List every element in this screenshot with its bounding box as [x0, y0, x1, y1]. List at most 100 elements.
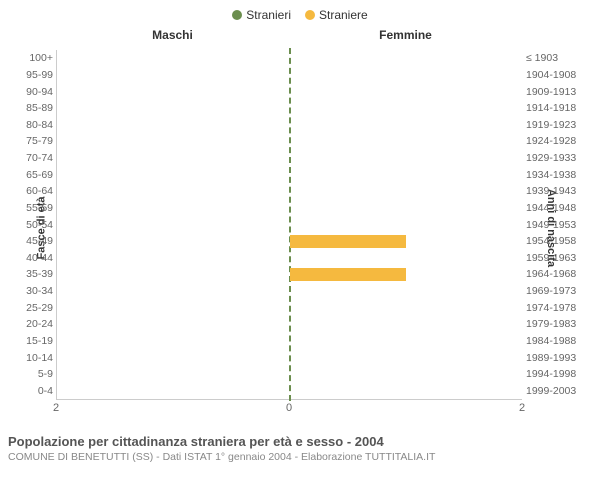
ytick-age: 0-4 [13, 385, 53, 397]
ytick-birth: 1919-1923 [526, 119, 588, 131]
ytick-age: 25-29 [13, 302, 53, 314]
female-half [290, 67, 523, 84]
male-half [57, 383, 290, 400]
ytick-birth: 1904-1908 [526, 69, 588, 81]
chart-row: 55-591944-1948 [57, 200, 522, 217]
female-half [290, 200, 523, 217]
ytick-age: 100+ [13, 52, 53, 64]
x-tick: 2 [519, 402, 525, 414]
chart-row: 95-991904-1908 [57, 67, 522, 84]
ytick-age: 95-99 [13, 69, 53, 81]
female-half [290, 183, 523, 200]
female-half [290, 50, 523, 67]
male-half [57, 349, 290, 366]
male-half [57, 216, 290, 233]
ytick-age: 40-44 [13, 252, 53, 264]
ytick-birth: 1989-1993 [526, 352, 588, 364]
chart-row: 25-291974-1978 [57, 299, 522, 316]
x-ticks: 202 [56, 402, 522, 416]
ytick-birth: 1939-1943 [526, 185, 588, 197]
female-half [290, 366, 523, 383]
chart-rows: 100+≤ 190395-991904-190890-941909-191385… [57, 50, 522, 399]
pyramid-chart: Maschi Femmine Fasce di età Anni di nasc… [8, 28, 592, 428]
chart-row: 100+≤ 1903 [57, 50, 522, 67]
female-bar [290, 235, 406, 248]
male-half [57, 299, 290, 316]
chart-row: 75-791924-1928 [57, 133, 522, 150]
male-half [57, 100, 290, 117]
ytick-age: 45-49 [13, 235, 53, 247]
pane-title-left: Maschi [56, 28, 289, 42]
female-half [290, 233, 523, 250]
ytick-age: 60-64 [13, 185, 53, 197]
ytick-age: 90-94 [13, 86, 53, 98]
male-half [57, 133, 290, 150]
ytick-age: 55-59 [13, 202, 53, 214]
female-half [290, 333, 523, 350]
chart-row: 35-391964-1968 [57, 266, 522, 283]
ytick-birth: 1984-1988 [526, 335, 588, 347]
female-half [290, 266, 523, 283]
chart-row: 80-841919-1923 [57, 117, 522, 134]
chart-row: 85-891914-1918 [57, 100, 522, 117]
ytick-age: 70-74 [13, 152, 53, 164]
chart-row: 40-441959-1963 [57, 250, 522, 267]
ytick-birth: 1929-1933 [526, 152, 588, 164]
ytick-age: 5-9 [13, 368, 53, 380]
chart-row: 15-191984-1988 [57, 333, 522, 350]
male-half [57, 117, 290, 134]
male-half [57, 83, 290, 100]
female-half [290, 299, 523, 316]
female-half [290, 283, 523, 300]
male-half [57, 366, 290, 383]
chart-row: 10-141989-1993 [57, 349, 522, 366]
ytick-birth: 1964-1968 [526, 268, 588, 280]
female-half [290, 216, 523, 233]
chart-row: 65-691934-1938 [57, 166, 522, 183]
x-tick: 0 [286, 402, 292, 414]
chart-row: 60-641939-1943 [57, 183, 522, 200]
ytick-age: 50-54 [13, 219, 53, 231]
female-half [290, 166, 523, 183]
female-half [290, 150, 523, 167]
ytick-age: 85-89 [13, 102, 53, 114]
female-half [290, 117, 523, 134]
chart-row: 70-741929-1933 [57, 150, 522, 167]
ytick-birth: 1924-1928 [526, 135, 588, 147]
male-half [57, 266, 290, 283]
male-half [57, 316, 290, 333]
chart-row: 50-541949-1953 [57, 216, 522, 233]
ytick-birth: 1914-1918 [526, 102, 588, 114]
female-half [290, 250, 523, 267]
male-half [57, 200, 290, 217]
female-half [290, 100, 523, 117]
male-half [57, 166, 290, 183]
legend-item-male: Stranieri [232, 8, 291, 22]
legend: Stranieri Straniere [8, 8, 592, 22]
chart-row: 20-241979-1983 [57, 316, 522, 333]
male-half [57, 233, 290, 250]
ytick-birth: 1959-1963 [526, 252, 588, 264]
ytick-age: 30-34 [13, 285, 53, 297]
ytick-age: 10-14 [13, 352, 53, 364]
ytick-birth: 1974-1978 [526, 302, 588, 314]
chart-row: 90-941909-1913 [57, 83, 522, 100]
chart-row: 0-41999-2003 [57, 383, 522, 400]
ytick-birth: 1999-2003 [526, 385, 588, 397]
male-half [57, 67, 290, 84]
ytick-birth: 1949-1953 [526, 219, 588, 231]
ytick-age: 75-79 [13, 135, 53, 147]
pane-titles: Maschi Femmine [56, 28, 522, 42]
ytick-birth: 1934-1938 [526, 169, 588, 181]
swatch-male [232, 10, 242, 20]
legend-label-female: Straniere [319, 8, 368, 22]
female-half [290, 349, 523, 366]
male-half [57, 50, 290, 67]
ytick-age: 35-39 [13, 268, 53, 280]
female-half [290, 133, 523, 150]
male-half [57, 150, 290, 167]
male-half [57, 283, 290, 300]
chart-row: 45-491954-1958 [57, 233, 522, 250]
female-half [290, 83, 523, 100]
female-bar [290, 268, 406, 281]
